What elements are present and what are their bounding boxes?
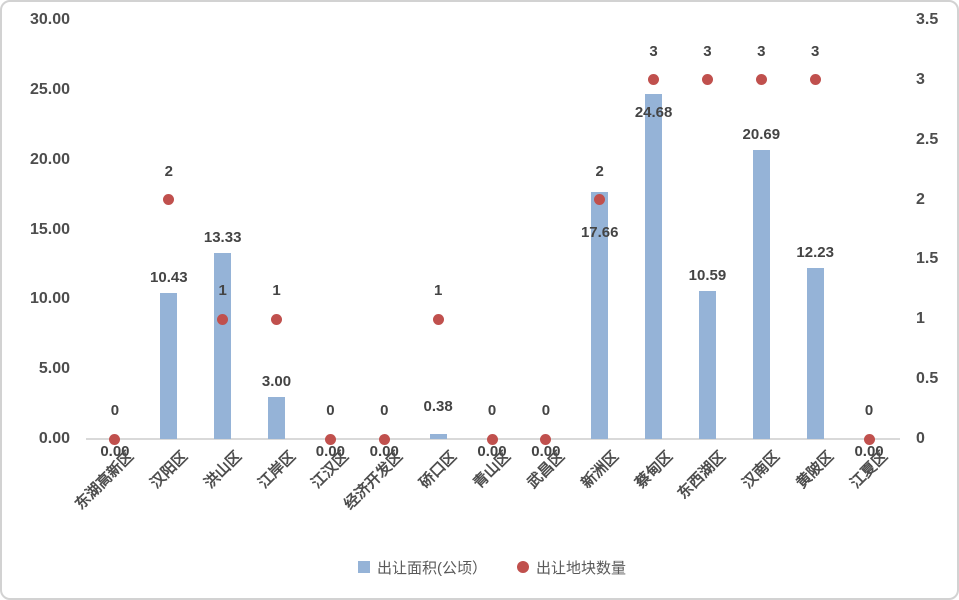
left-axis-tick: 5.00 (38, 360, 70, 378)
category-label: 江汉区 (308, 448, 353, 492)
category-label: 蔡甸区 (631, 448, 676, 492)
left-axis-tick: 0.00 (38, 430, 70, 447)
category-label: 东西湖区 (675, 448, 730, 503)
count-dot (217, 313, 229, 325)
area-value-label: 0.38 (423, 397, 453, 415)
count-value-label: 0 (864, 402, 874, 419)
count-dot (594, 194, 606, 206)
count-dot (163, 194, 175, 206)
count-value-label: 3 (757, 42, 766, 60)
area-bar (698, 291, 716, 439)
area-bar (752, 150, 770, 439)
category-label: 江岸区 (254, 448, 299, 492)
area-value-label: 0.00 (531, 443, 561, 460)
left-axis-tick: 25.00 (29, 80, 70, 98)
legend-label-area: 出让面积(公顷） (376, 559, 487, 577)
area-bar (268, 397, 286, 439)
count-dot (540, 433, 552, 445)
area-value-label: 0.00 (854, 443, 884, 460)
count-value-label: 0 (326, 402, 335, 419)
count-dot (486, 433, 498, 445)
area-value-label: 10.59 (688, 267, 727, 285)
area-value-label: 12.23 (796, 244, 834, 262)
right-axis-tick: 3.5 (916, 11, 939, 28)
area-bar (591, 192, 609, 439)
right-axis-tick: 3 (916, 70, 925, 88)
count-dot (863, 433, 875, 445)
category-label: 东湖高新区 (71, 448, 137, 514)
right-axis-tick: 1 (916, 310, 925, 328)
right-axis-tick: 2.5 (916, 130, 939, 148)
count-dot (378, 433, 390, 445)
right-axis-tick: 0 (916, 430, 925, 447)
count-dot (648, 74, 660, 86)
left-axis-tick: 30.00 (29, 11, 70, 28)
legend-item-area: 出让面积(公顷） (357, 557, 487, 578)
legend-square-icon (357, 561, 370, 573)
count-value-label: 1 (218, 282, 227, 300)
area-value-label: 13.33 (203, 228, 242, 246)
area-bar (645, 94, 663, 439)
count-value-label: 0 (110, 402, 120, 419)
area-value-label: 17.66 (580, 223, 619, 241)
count-dot (271, 313, 283, 325)
count-value-label: 1 (272, 282, 281, 300)
count-value-label: 3 (649, 42, 658, 60)
count-dot (701, 74, 713, 86)
area-value-label: 0.00 (369, 443, 399, 460)
area-value-label: 10.43 (150, 269, 188, 287)
count-value-label: 2 (164, 162, 173, 180)
legend-circle-icon (516, 561, 529, 573)
count-value-label: 3 (811, 42, 820, 60)
legend-item-count: 出让地块数量 (516, 557, 626, 578)
count-value-label: 0 (541, 402, 551, 419)
area-value-label: 3.00 (261, 373, 292, 391)
count-dot (324, 433, 336, 445)
area-bar (806, 268, 824, 439)
count-value-label: 3 (703, 42, 712, 60)
count-value-label: 0 (380, 402, 389, 419)
right-axis-tick: 0.5 (916, 370, 939, 388)
legend-label-count: 出让地块数量 (535, 559, 626, 577)
area-value-label: 24.68 (634, 103, 673, 121)
left-axis-tick: 10.00 (29, 290, 70, 308)
count-dot (109, 433, 121, 445)
area-value-label: 0.00 (315, 443, 345, 460)
area-bar (429, 433, 447, 439)
right-axis-tick: 2 (916, 190, 925, 208)
count-value-label: 2 (595, 162, 604, 180)
area-value-label: 20.69 (742, 126, 781, 144)
left-axis-tick: 20.00 (29, 150, 70, 168)
count-dot (755, 74, 767, 86)
count-dot (432, 313, 444, 325)
legend: 出让面积(公顷） 出让地块数量 (88, 555, 896, 579)
area-bar (160, 293, 178, 439)
area-value-label: 0.00 (477, 443, 507, 460)
area-bar (214, 252, 232, 439)
area-value-label: 0.00 (100, 443, 130, 460)
right-axis-tick: 1.5 (916, 250, 939, 268)
left-axis-tick: 15.00 (29, 220, 70, 238)
count-value-label: 1 (433, 282, 443, 300)
count-value-label: 0 (487, 402, 497, 419)
count-dot (809, 74, 821, 86)
